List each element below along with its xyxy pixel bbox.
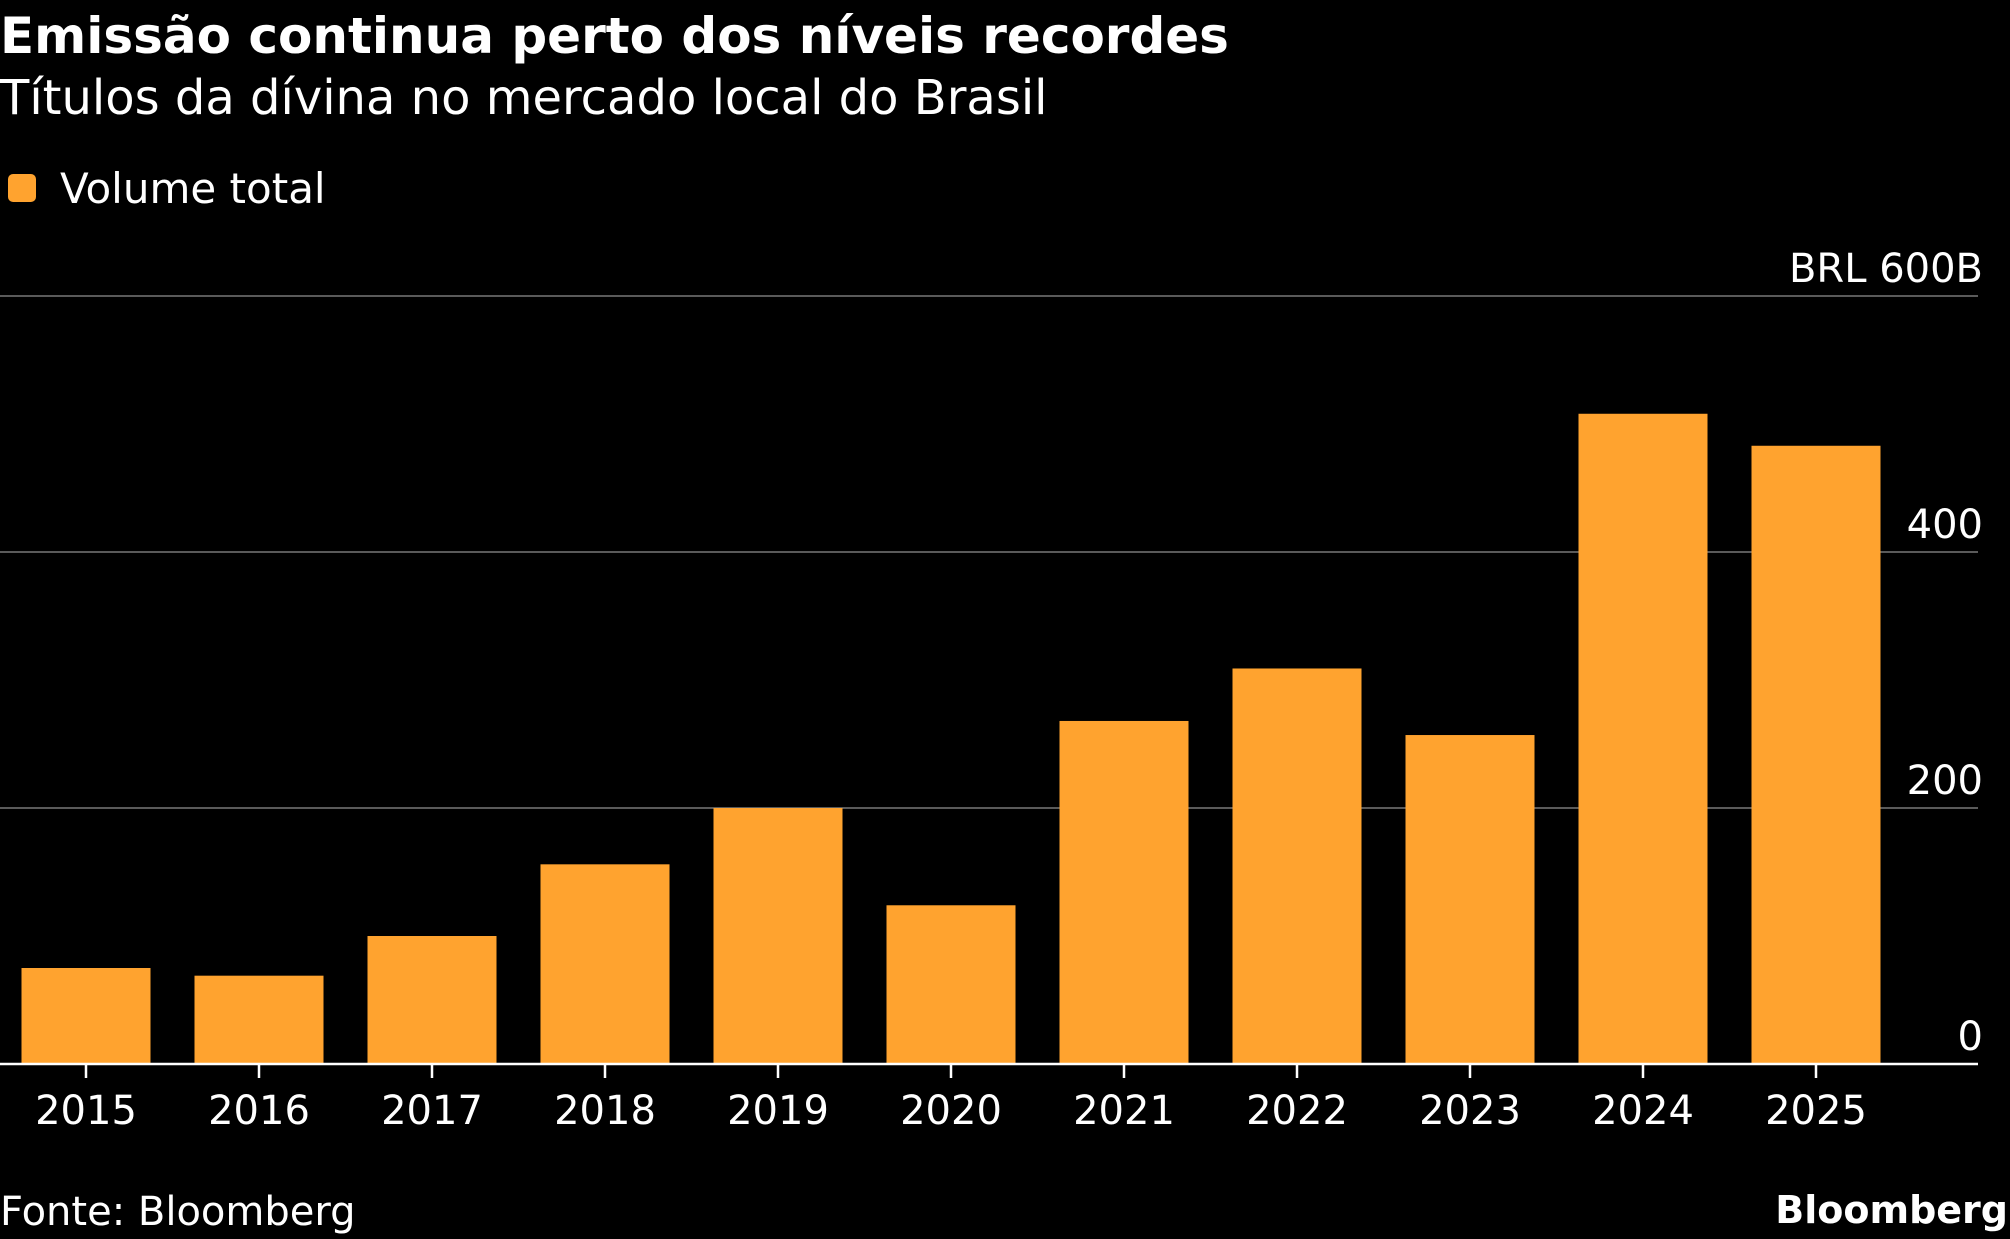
x-tick-label: 2016 [208, 1088, 310, 1134]
x-tick-label: 2024 [1592, 1088, 1694, 1134]
x-tick-label: 2025 [1765, 1088, 1867, 1134]
x-tick-label: 2020 [900, 1088, 1002, 1134]
bar-2021 [1059, 720, 1189, 1064]
bar-2017 [367, 936, 497, 1064]
chart-title: Emissão continua perto dos níveis record… [0, 7, 1229, 65]
bar-2019 [713, 808, 843, 1064]
x-tick-label: 2021 [1073, 1088, 1175, 1134]
x-tick-label: 2022 [1246, 1088, 1348, 1134]
x-tick-label: 2023 [1419, 1088, 1521, 1134]
x-tick-label: 2017 [381, 1088, 483, 1134]
y-tick-label: 0 [1958, 1014, 1983, 1060]
y-tick-label: BRL 600B [1789, 246, 1983, 292]
chart-subtitle: Títulos da dívina no mercado local do Br… [0, 70, 1048, 126]
bar-2022 [1232, 668, 1362, 1064]
x-tick-label: 2018 [554, 1088, 656, 1134]
bar-2015 [21, 968, 151, 1064]
bar-2018 [540, 864, 670, 1064]
bar-2023 [1405, 735, 1535, 1064]
legend: Volume total [8, 160, 326, 216]
x-tick-label: 2015 [35, 1088, 137, 1134]
bar-2024 [1578, 413, 1708, 1064]
x-tick-label: 2019 [727, 1088, 829, 1134]
legend-label-volume-total: Volume total [60, 163, 326, 213]
brand-logo: Bloomberg [1775, 1188, 2008, 1232]
bar-2020 [886, 905, 1016, 1064]
bar-2025 [1751, 445, 1881, 1064]
legend-swatch-volume-total [8, 174, 36, 202]
y-tick-label: 200 [1907, 758, 1983, 804]
source-note: Fonte: Bloomberg [0, 1189, 356, 1235]
y-tick-label: 400 [1907, 502, 1983, 548]
bar-2016 [194, 975, 324, 1064]
